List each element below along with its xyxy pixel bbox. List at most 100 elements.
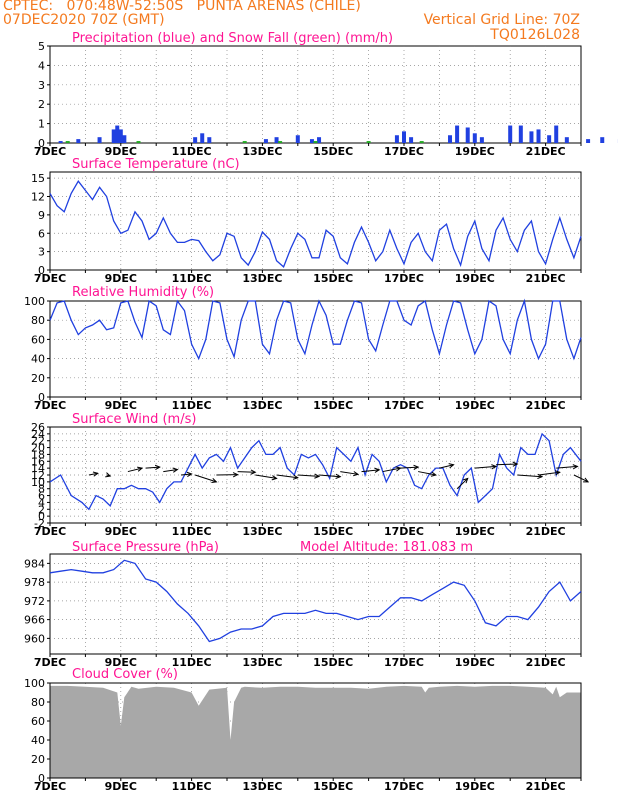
rh-xtick-label: 11DEC (172, 399, 212, 412)
wind-ytick-label: 8 (38, 483, 45, 496)
header-source: CPTEC: (3, 0, 54, 14)
cloud-xtick-label: 21DEC (526, 780, 566, 793)
cloud-title: Cloud Cover (%) (72, 667, 178, 682)
rh-ytick-label: 40 (31, 353, 45, 366)
pressure-ytick-label: 984 (24, 557, 45, 570)
cloud-xtick-label: 19DEC (455, 780, 495, 793)
wind-vector-head (430, 471, 437, 477)
pressure-xtick-label: 11DEC (172, 656, 212, 669)
precip-bar (278, 141, 283, 143)
cloud-xtick-label: 11DEC (172, 780, 212, 793)
precip-bar (529, 131, 534, 143)
temp-ytick-label: 9 (38, 209, 45, 222)
cloud-xtick-label: 13DEC (242, 780, 282, 793)
wind-vector (517, 474, 543, 478)
temp-series-line (49, 180, 582, 268)
precip-bar (472, 133, 477, 143)
precip-xtick-label: 15DEC (313, 145, 353, 158)
precip-bar (547, 135, 552, 143)
precip-bar (554, 125, 559, 143)
cloud-area (50, 685, 581, 778)
cloud-ytick-label: 0 (38, 772, 45, 785)
wind-vector (556, 465, 578, 469)
rh-series-line (49, 298, 582, 361)
wind-ytick-label: 12 (31, 469, 45, 482)
wind-vector-head (154, 464, 161, 471)
wind-ytick-label: 22 (31, 435, 45, 448)
precip-bar (419, 141, 424, 143)
precip-ytick-label: 4 (38, 59, 45, 72)
wind-ytick-label: 26 (31, 421, 45, 434)
cloud-xtick-label: 15DEC (313, 780, 353, 793)
precip-ytick-label: 0 (38, 137, 45, 150)
precip-bar (58, 141, 63, 143)
wind-ytick-label: 18 (31, 448, 45, 461)
precip-bar (600, 137, 605, 143)
cloud-xtick-label: 7DEC (34, 780, 66, 793)
wind-vector-head (250, 469, 257, 475)
precip-title: Precipitation (blue) and Snow Fall (gree… (72, 31, 393, 46)
wind-xtick-label: 15DEC (313, 525, 353, 538)
temp-xtick-label: 19DEC (455, 272, 495, 285)
header-coords: 070:48W-52:50S (66, 0, 184, 14)
pressure-subtitle: Model Altitude: 181.083 m (300, 540, 473, 555)
cloud-ytick-label: 100 (24, 677, 45, 690)
temp-xtick-label: 15DEC (313, 272, 353, 285)
cloud-ytick-label: 60 (31, 715, 45, 728)
wind-vector (400, 466, 419, 469)
wind-vector (573, 474, 589, 483)
wind-vector (297, 474, 320, 477)
wind-ytick-label: 20 (31, 442, 45, 455)
pressure-xtick-label: 15DEC (313, 656, 353, 669)
precip-bar (65, 141, 70, 143)
precip-bar (317, 137, 322, 143)
wind-vector-head (491, 464, 498, 470)
wind-xtick-label: 13DEC (242, 525, 282, 538)
temp-ytick-label: 12 (31, 191, 45, 204)
wind-vector (180, 473, 192, 476)
wind-ytick-label: 16 (31, 455, 45, 468)
pressure-xtick-label: 19DEC (455, 656, 495, 669)
precip-frame (49, 45, 582, 144)
temp-xtick-label: 17DEC (384, 272, 424, 285)
wind-vector (127, 467, 143, 473)
precip-bar (122, 135, 127, 143)
pressure-ytick-label: 960 (24, 632, 45, 645)
wind-title: Surface Wind (m/s) (72, 412, 196, 427)
wind-ytick-label: 14 (31, 462, 45, 475)
wind-vector (255, 474, 277, 479)
precip-bar (448, 135, 453, 143)
temp-ytick-label: 3 (38, 246, 45, 259)
temp-ytick-label: 6 (38, 227, 45, 240)
wind-vector-head (413, 464, 420, 470)
wind-vector (276, 474, 298, 479)
precip-bar (518, 125, 523, 143)
wind-vector (382, 467, 401, 473)
wind-vector-head (211, 478, 218, 484)
wind-ytick-label: 24 (31, 428, 45, 441)
header-station: PUNTA ARENAS (CHILE) (196, 0, 361, 14)
header-grid-note: Vertical Grid Line: 70Z (423, 12, 580, 28)
pressure-xtick-label: 21DEC (526, 656, 566, 669)
wind-vector (145, 466, 160, 469)
wind-vector (88, 472, 98, 476)
precip-bar (111, 129, 116, 143)
wind-vector-head (448, 463, 455, 469)
cloud-frame-top (49, 682, 582, 779)
wind-xtick-label: 21DEC (526, 525, 566, 538)
precip-bar (200, 133, 205, 143)
rh-xtick-label: 19DEC (455, 399, 495, 412)
cloud-xtick-label: 9DEC (105, 780, 137, 793)
wind-ytick-label: 0 (38, 510, 45, 523)
pressure-xtick-label: 17DEC (384, 656, 424, 669)
precip-bar (313, 141, 318, 143)
temp-ytick-label: 0 (38, 264, 45, 277)
wind-vector-head (554, 470, 561, 476)
precip-bar (366, 141, 371, 143)
rh-xtick-label: 15DEC (313, 399, 353, 412)
header-line-1: CPTEC: 070:48W-52:50S PUNTA ARENAS (CHIL… (3, 0, 361, 14)
precip-ytick-label: 1 (38, 118, 45, 131)
wind-vector-head (172, 467, 179, 473)
precip-bar (409, 137, 414, 143)
